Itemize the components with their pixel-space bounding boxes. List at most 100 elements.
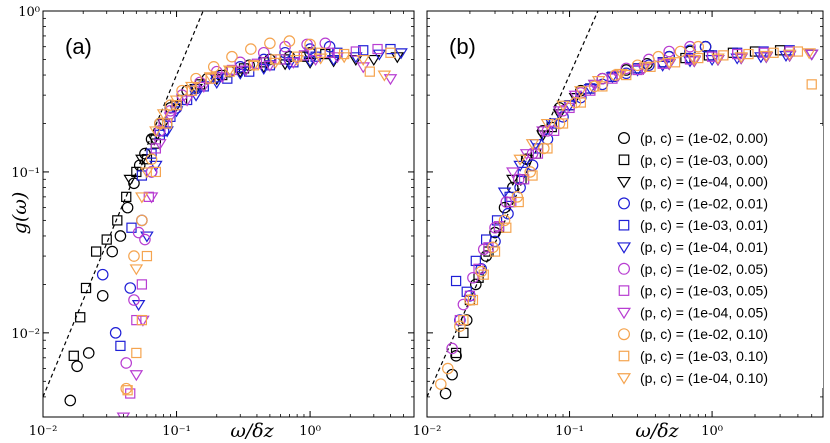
data-point [101, 234, 112, 245]
x-tick-label: 10⁻² [413, 424, 442, 439]
data-point [481, 234, 492, 245]
data-point [145, 153, 158, 165]
data-point [383, 74, 398, 86]
data-point [82, 347, 95, 359]
data-point [140, 167, 154, 179]
data-point [663, 45, 675, 58]
data-point [768, 47, 779, 58]
data-point [439, 387, 452, 400]
data-point [115, 340, 126, 352]
series-circle-f5a44f [435, 40, 705, 390]
data-point [542, 143, 553, 154]
data-point [450, 350, 462, 362]
data-point [132, 226, 145, 239]
data-point [655, 60, 670, 72]
reference-line-omega-squared [43, 11, 204, 398]
data-point [143, 191, 154, 203]
legend-label: (p, c) = (1e-04, 0.00) [640, 174, 768, 190]
data-point [464, 294, 476, 306]
data-point [149, 126, 163, 138]
data-point [160, 126, 174, 138]
data-point [662, 57, 676, 69]
data-point [470, 255, 481, 267]
data-point [718, 50, 729, 61]
data-point [512, 173, 525, 186]
data-point [128, 250, 140, 262]
data-point [169, 106, 184, 118]
data-point [693, 52, 704, 64]
data-point [526, 159, 539, 172]
data-point [525, 139, 540, 151]
x-tick-label: 10⁻² [29, 424, 58, 439]
data-point [643, 59, 655, 72]
data-point [446, 368, 458, 381]
data-point [498, 214, 511, 227]
data-point [506, 174, 520, 186]
data-markers [435, 40, 819, 400]
data-point [364, 66, 375, 77]
data-point [385, 47, 396, 58]
legend-marker [616, 373, 632, 385]
series-triangle-down-f5a44f [129, 52, 392, 276]
data-point [180, 95, 194, 107]
data-point [524, 166, 537, 178]
legend-entry: (p, c) = (1e-03, 0.10) [618, 348, 768, 364]
x-axis-label: ω/δz [230, 420, 274, 442]
data-point [139, 233, 151, 246]
data-point [692, 40, 705, 53]
data-point [128, 294, 140, 306]
data-point [454, 320, 466, 332]
data-point [282, 59, 297, 71]
data-point [518, 174, 530, 185]
data-point [144, 192, 159, 204]
data-point [80, 282, 92, 294]
data-point [585, 85, 596, 96]
legend-entry: (p, c) = (1e-02, 0.05) [617, 261, 768, 277]
data-point [491, 215, 503, 226]
data-point [124, 282, 137, 294]
data-point [614, 68, 628, 80]
data-point [164, 104, 177, 117]
series-triangle-down-1f1fd6 [131, 48, 408, 312]
legend-marker [618, 219, 630, 231]
data-point [377, 70, 392, 82]
data-point [513, 154, 527, 166]
data-point [64, 394, 77, 407]
data-point [136, 315, 150, 327]
data-point [743, 48, 754, 60]
legend-label: (p, c) = (1e-02, 0.01) [640, 195, 768, 211]
data-point [290, 54, 304, 67]
legend-label: (p, c) = (1e-02, 0.05) [640, 261, 768, 277]
data-point [458, 327, 469, 339]
series-square-b83ed2 [125, 43, 383, 399]
data-point [687, 54, 702, 67]
data-point [500, 196, 513, 208]
data-point [264, 37, 276, 50]
data-point [135, 154, 149, 166]
data-point [75, 312, 86, 323]
data-point [96, 289, 109, 302]
reference-line-omega-squared [427, 11, 599, 398]
data-point [106, 245, 119, 258]
data-point [123, 174, 138, 186]
series-circle-b83ed2 [446, 40, 696, 355]
data-point [245, 43, 257, 55]
data-point [652, 50, 665, 63]
data-point [131, 166, 142, 178]
y-axis-label: g(ω) [9, 192, 31, 234]
data-point [562, 100, 577, 112]
data-point [303, 57, 317, 69]
data-point [109, 327, 122, 339]
data-point [145, 166, 158, 178]
data-point [315, 47, 326, 58]
data-point [163, 112, 178, 124]
x-tick-label: 10⁻¹ [555, 424, 584, 439]
data-point [475, 265, 487, 278]
data-point [674, 45, 687, 58]
data-point [68, 350, 79, 361]
data-point [129, 264, 144, 276]
data-point [711, 53, 725, 65]
data-point [774, 45, 786, 56]
series-triangle-down-f5a44f [513, 48, 816, 166]
